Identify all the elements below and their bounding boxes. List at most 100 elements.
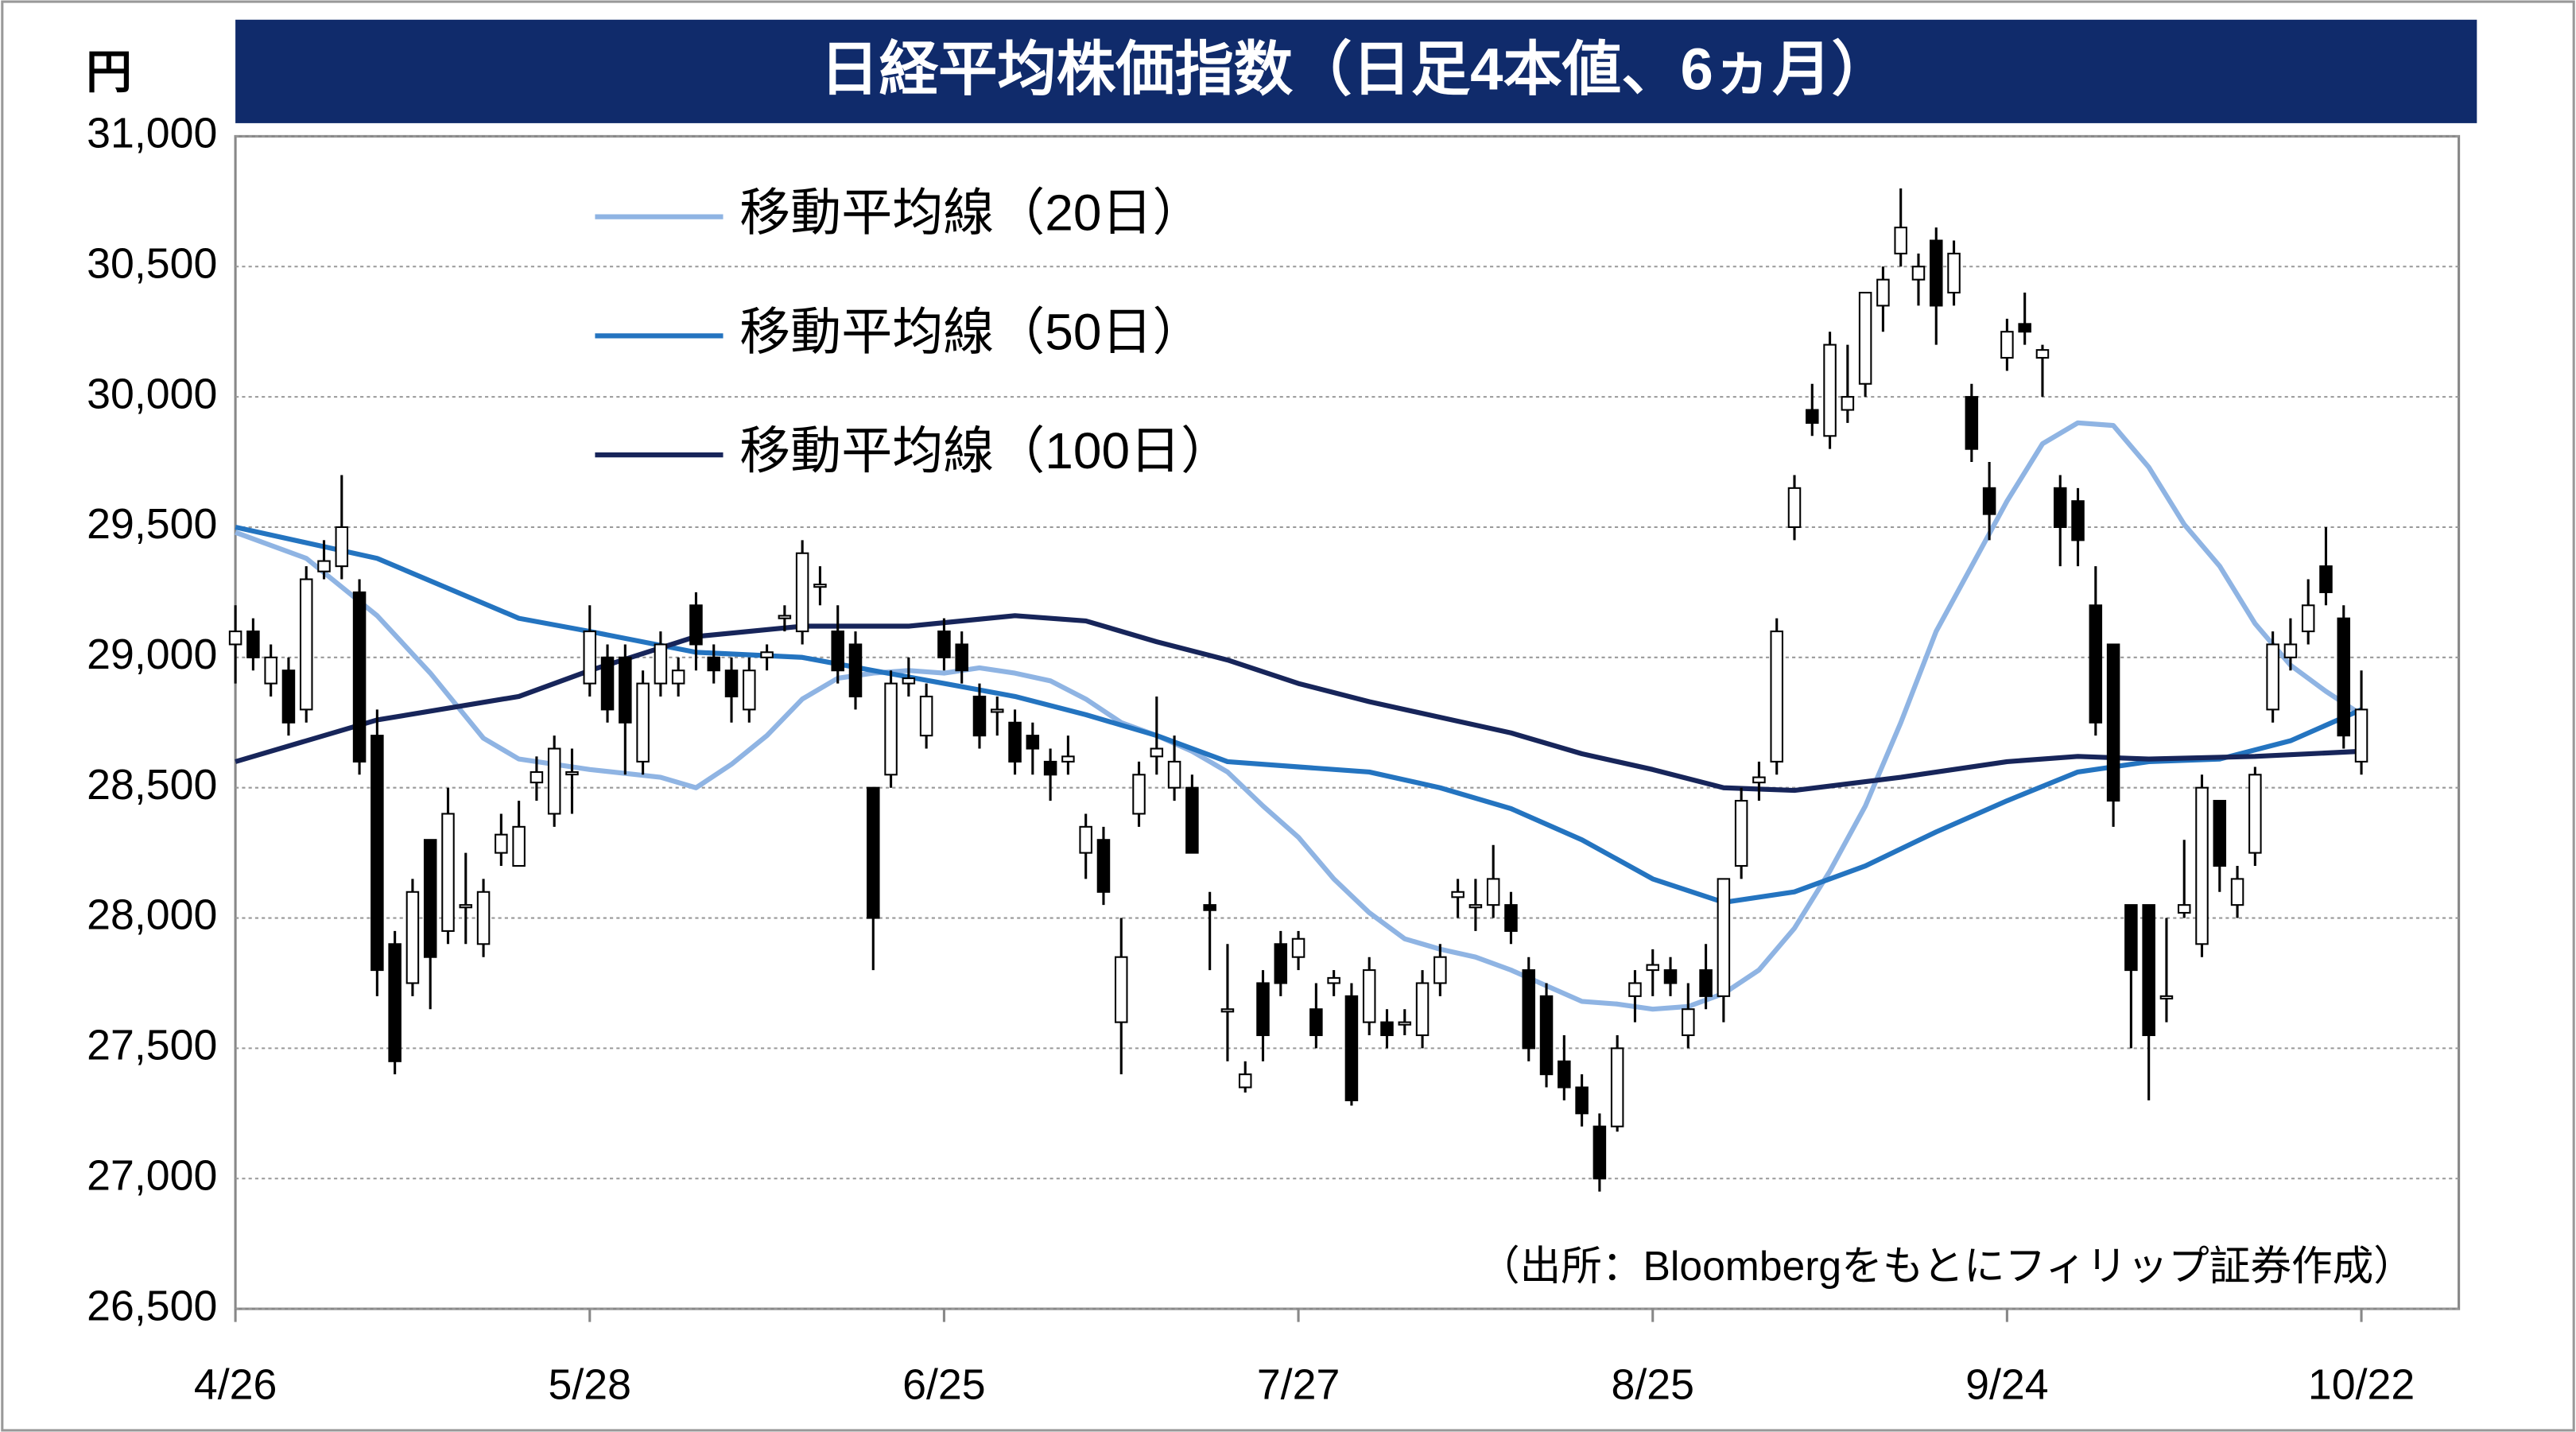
candle-body: [1309, 1008, 1323, 1037]
candle-body: [1167, 760, 1181, 789]
y-tick-label: 28,500: [87, 761, 217, 809]
candle-body: [2071, 500, 2085, 541]
candle-body: [1558, 1060, 1571, 1089]
x-tick-label: 7/27: [1257, 1360, 1340, 1408]
candle-body: [1433, 956, 1447, 984]
candle-body: [1752, 776, 1766, 784]
candle-body: [1610, 1047, 1624, 1127]
candle-body: [2301, 604, 2315, 633]
candle-body: [2018, 323, 2031, 333]
y-tick-label: 27,000: [87, 1151, 217, 1199]
candle-body: [1220, 1008, 1235, 1013]
x-tick-label: 5/28: [549, 1360, 632, 1408]
candle-body: [2089, 604, 2103, 724]
candle-body: [1929, 239, 1943, 307]
candle-body: [1663, 969, 1678, 984]
candle-body: [1841, 396, 1855, 411]
y-unit: 円: [86, 47, 132, 98]
candle-body: [955, 643, 968, 672]
candle-body: [867, 786, 880, 919]
candle-body: [1061, 755, 1075, 763]
candle-body: [760, 651, 774, 658]
candle-body: [1362, 969, 1376, 1023]
y-tick-label: 26,500: [87, 1282, 217, 1329]
candle-body: [565, 770, 579, 776]
x-tick-label: 10/22: [2308, 1360, 2415, 1408]
candle-body: [831, 631, 844, 672]
candle-body: [2142, 904, 2155, 1037]
candle-body: [654, 643, 668, 685]
candle-body: [1451, 891, 1465, 898]
candle-body: [1504, 904, 1518, 932]
candle-body: [317, 560, 331, 572]
candle-body: [459, 904, 473, 909]
candle-body: [1150, 747, 1164, 758]
candle-body: [1344, 995, 1359, 1101]
y-tick-label: 28,000: [87, 891, 217, 939]
legend-label: 移動平均線（100日）: [739, 422, 1232, 479]
candle-body: [1858, 292, 1872, 385]
candle-body: [1468, 904, 1483, 909]
candle-body: [388, 943, 402, 1062]
candle-body: [1486, 878, 1500, 906]
y-tick-label: 30,000: [87, 370, 217, 417]
candle-body: [530, 770, 544, 784]
candle-body: [1008, 721, 1022, 763]
candle-body: [600, 656, 615, 711]
candle-body: [813, 584, 827, 588]
candle-body: [2000, 331, 2014, 359]
candle-body: [2195, 786, 2209, 945]
candle-body: [1132, 774, 1146, 815]
candle-body: [2106, 643, 2120, 802]
candle-body: [1770, 631, 1783, 763]
candle-body: [335, 526, 349, 568]
candle-body: [2230, 878, 2244, 906]
candle-body: [1575, 1086, 1589, 1115]
candle-body: [1911, 266, 1926, 281]
y-tick-label: 29,500: [87, 500, 217, 548]
y-tick-label: 29,000: [87, 631, 217, 678]
chart-title: 日経平均株価指数（日足4本値、6ヵ月）: [820, 37, 1891, 103]
candle-body: [352, 591, 367, 763]
candle-body: [743, 669, 756, 711]
candle-body: [2159, 995, 2174, 999]
candle-body: [1327, 976, 1340, 984]
candle-body: [1823, 343, 1837, 437]
candle-body: [1787, 487, 1802, 529]
candle-body: [636, 682, 650, 763]
moving-average-line: [235, 524, 2363, 906]
candle-body: [972, 695, 987, 737]
candle-body: [2319, 565, 2333, 593]
candle-body: [1734, 800, 1748, 867]
candle-body: [1079, 825, 1092, 854]
candle-body: [423, 839, 437, 958]
candle-body: [2283, 643, 2298, 658]
candle-body: [495, 833, 508, 854]
title-bar: [235, 19, 2477, 123]
candle-body: [1380, 1021, 1394, 1037]
candle-body: [1947, 252, 1961, 294]
candle-body: [884, 682, 898, 776]
legend-label: 移動平均線（50日）: [739, 303, 1203, 360]
y-tick-label: 31,000: [87, 110, 217, 157]
candle-body: [1238, 1073, 1252, 1089]
candle-body: [619, 656, 632, 724]
candle-body: [778, 615, 792, 619]
candle-body: [2354, 708, 2368, 763]
candle-body: [1415, 982, 1430, 1037]
candle-body: [1114, 956, 1128, 1023]
candle-body: [405, 891, 420, 984]
candle-body: [937, 631, 951, 658]
candle-body: [1522, 969, 1536, 1050]
candle-body: [2248, 774, 2262, 854]
candle-body: [2053, 487, 2067, 529]
candle-body: [2177, 904, 2191, 914]
x-tick-label: 8/25: [1611, 1360, 1693, 1408]
candle-body: [1682, 1008, 1695, 1037]
candle-body: [547, 747, 561, 815]
candle-body: [1982, 487, 1996, 515]
candle-body: [919, 695, 933, 737]
candle-body: [1398, 1021, 1412, 1026]
